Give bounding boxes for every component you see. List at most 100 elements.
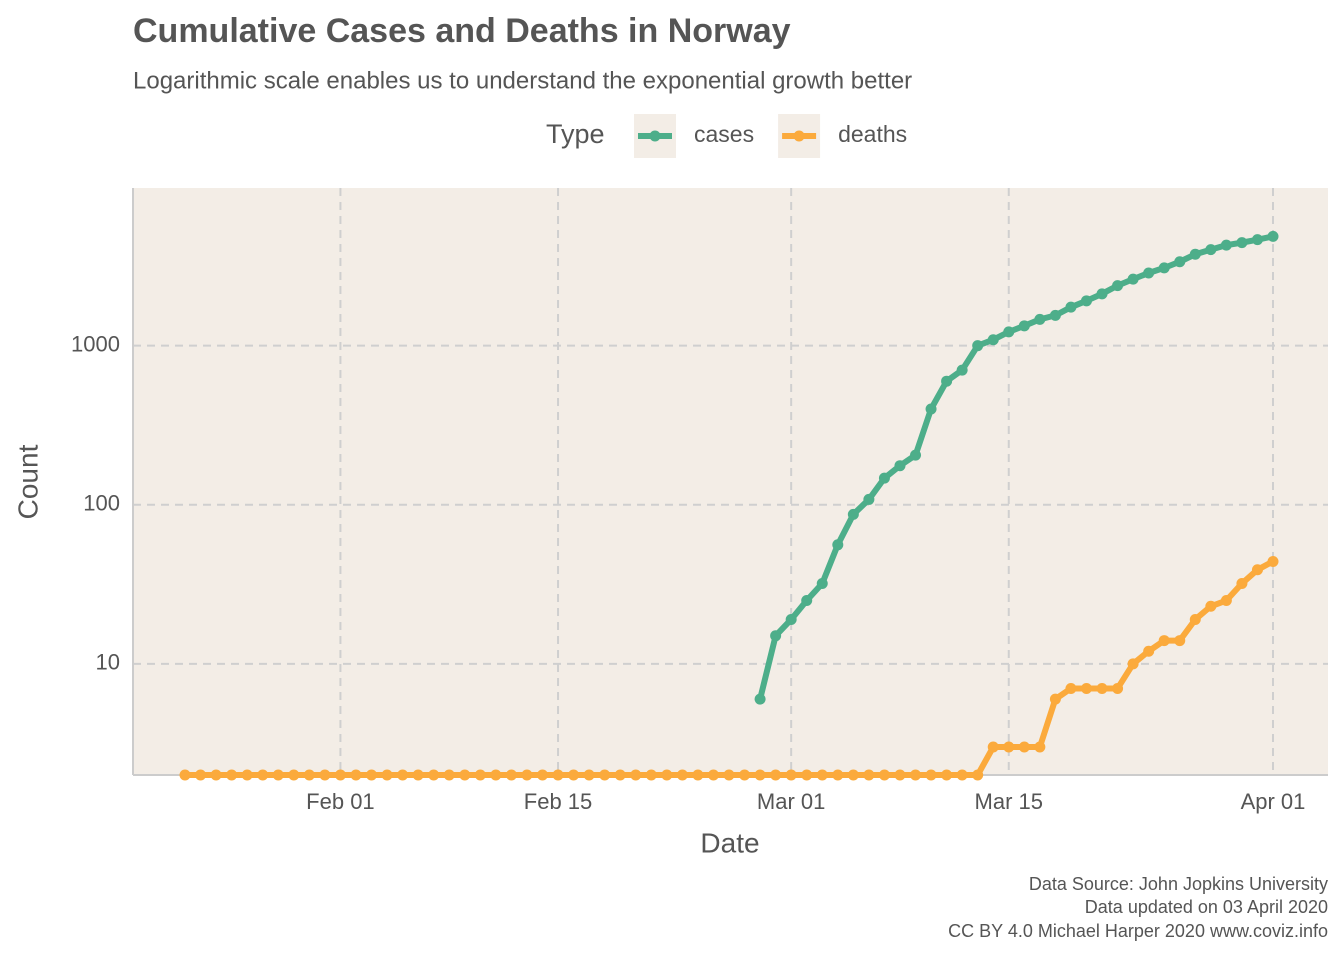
x-tick-label: Apr 01 bbox=[1241, 789, 1306, 814]
data-point bbox=[443, 769, 455, 781]
x-tick-label: Mar 15 bbox=[975, 789, 1043, 814]
data-point bbox=[1112, 280, 1124, 292]
data-point bbox=[614, 769, 626, 781]
data-point bbox=[1096, 288, 1108, 300]
data-point bbox=[941, 375, 953, 387]
data-point bbox=[1220, 595, 1232, 607]
data-point bbox=[941, 769, 953, 781]
data-point bbox=[1267, 555, 1279, 567]
legend-swatch bbox=[649, 130, 661, 142]
data-point bbox=[381, 769, 393, 781]
data-point bbox=[894, 769, 906, 781]
data-point bbox=[1158, 635, 1170, 647]
data-point bbox=[428, 769, 440, 781]
data-point bbox=[925, 769, 937, 781]
y-axis-title: Count bbox=[12, 444, 43, 519]
legend-label: cases bbox=[694, 121, 754, 147]
data-point bbox=[319, 769, 331, 781]
data-point bbox=[1158, 262, 1170, 274]
data-point bbox=[739, 769, 751, 781]
data-point bbox=[272, 769, 284, 781]
data-point bbox=[878, 472, 890, 484]
data-point bbox=[925, 403, 937, 415]
data-point bbox=[1049, 693, 1061, 705]
data-point bbox=[754, 769, 766, 781]
data-point bbox=[552, 769, 564, 781]
data-point bbox=[1236, 237, 1248, 249]
data-point bbox=[1174, 256, 1186, 268]
data-point bbox=[1174, 635, 1186, 647]
y-tick-label: 100 bbox=[83, 491, 120, 516]
caption: Data Source: John Jopkins University bbox=[1029, 874, 1328, 894]
data-point bbox=[599, 769, 611, 781]
data-point bbox=[910, 769, 922, 781]
data-point bbox=[397, 769, 409, 781]
data-point bbox=[1049, 309, 1061, 321]
data-point bbox=[1205, 244, 1217, 256]
data-point bbox=[1189, 613, 1201, 625]
data-point bbox=[1034, 741, 1046, 753]
data-point bbox=[1003, 326, 1015, 338]
data-point bbox=[645, 769, 657, 781]
panel bbox=[133, 188, 1328, 775]
data-point bbox=[195, 769, 207, 781]
data-point bbox=[894, 460, 906, 472]
data-point bbox=[303, 769, 315, 781]
data-point bbox=[1080, 682, 1092, 694]
data-point bbox=[583, 769, 595, 781]
data-point bbox=[956, 364, 968, 376]
data-point bbox=[863, 769, 875, 781]
data-point bbox=[1189, 248, 1201, 260]
data-point bbox=[1018, 320, 1030, 332]
data-point bbox=[847, 769, 859, 781]
data-point bbox=[661, 769, 673, 781]
data-point bbox=[785, 769, 797, 781]
data-point bbox=[723, 769, 735, 781]
caption: CC BY 4.0 Michael Harper 2020 www.coviz.… bbox=[948, 921, 1328, 941]
data-point bbox=[972, 769, 984, 781]
data-point bbox=[536, 769, 548, 781]
data-point bbox=[816, 577, 828, 589]
y-tick-label: 10 bbox=[96, 650, 120, 675]
chart-subtitle: Logarithmic scale enables us to understa… bbox=[133, 67, 912, 94]
data-point bbox=[288, 769, 300, 781]
data-point bbox=[1065, 682, 1077, 694]
data-point bbox=[832, 769, 844, 781]
series-line bbox=[757, 233, 1274, 700]
data-point bbox=[521, 769, 533, 781]
x-tick-label: Feb 01 bbox=[306, 789, 375, 814]
data-point bbox=[1251, 234, 1263, 246]
legend-title: Type bbox=[546, 119, 605, 149]
chart-title: Cumulative Cases and Deaths in Norway bbox=[133, 12, 791, 50]
data-point bbox=[1220, 239, 1232, 251]
data-point bbox=[692, 769, 704, 781]
data-point bbox=[459, 769, 471, 781]
data-point bbox=[707, 769, 719, 781]
data-point bbox=[832, 539, 844, 551]
data-point bbox=[878, 769, 890, 781]
data-point bbox=[1065, 301, 1077, 313]
data-point bbox=[1080, 295, 1092, 307]
data-point bbox=[568, 769, 580, 781]
data-point bbox=[505, 769, 517, 781]
legend-label: deaths bbox=[838, 121, 907, 147]
x-tick-label: Feb 15 bbox=[524, 789, 593, 814]
data-point bbox=[1267, 230, 1279, 242]
data-point bbox=[987, 334, 999, 346]
data-point bbox=[770, 630, 782, 642]
data-point bbox=[863, 493, 875, 505]
data-point bbox=[241, 769, 253, 781]
data-point bbox=[1236, 577, 1248, 589]
data-point bbox=[847, 508, 859, 520]
data-point bbox=[801, 769, 813, 781]
data-point bbox=[334, 769, 346, 781]
data-point bbox=[226, 769, 238, 781]
data-point bbox=[785, 613, 797, 625]
caption: Data updated on 03 April 2020 bbox=[1085, 897, 1328, 917]
data-point bbox=[474, 769, 486, 781]
x-axis-title: Date bbox=[700, 827, 759, 858]
data-point bbox=[987, 741, 999, 753]
data-point bbox=[1205, 600, 1217, 612]
data-point bbox=[1127, 658, 1139, 670]
